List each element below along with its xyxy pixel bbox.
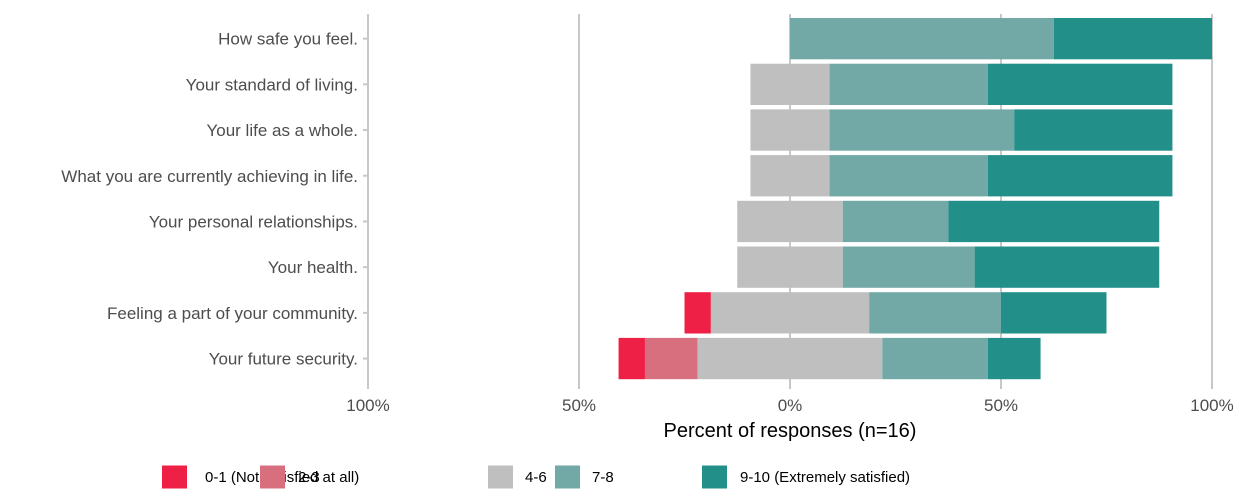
bar-6-7-8	[842, 246, 975, 288]
category-label-3: Your life as a whole.	[206, 121, 358, 140]
bar-8-7-8	[882, 337, 988, 380]
x-axis-ticks: 100% 50% 0% 50% 100%	[346, 384, 1234, 415]
legend-swatch-3	[488, 465, 513, 489]
bar-1-7-8	[790, 18, 1054, 60]
legend-swatch-4	[555, 465, 580, 489]
bar-8-0-1	[618, 337, 645, 380]
bar-2-9-10	[987, 63, 1173, 105]
bar-5-4-6	[737, 200, 843, 243]
category-label-8: Your future security.	[209, 350, 358, 369]
x-axis-title: Percent of responses (n=16)	[664, 420, 917, 442]
bar-1-9-10	[1053, 18, 1212, 60]
bar-2-7-8	[829, 63, 988, 105]
bars	[618, 18, 1212, 380]
bar-6-4-6	[737, 246, 843, 288]
bar-4-7-8	[829, 155, 988, 197]
legend-swatch-2	[260, 465, 285, 489]
bar-8-4-6	[697, 337, 883, 380]
category-label-4: What you are currently achieving in life…	[61, 167, 358, 186]
category-labels: How safe you feel. Your standard of livin…	[61, 30, 368, 369]
bar-4-4-6	[750, 155, 830, 197]
category-label-1: How safe you feel.	[218, 30, 358, 49]
bar-4-9-10	[987, 155, 1173, 197]
bar-7-7-8	[869, 292, 1001, 334]
bar-3-9-10	[1014, 109, 1173, 151]
legend-swatch-5	[702, 465, 727, 489]
legend-swatch-1	[162, 465, 187, 489]
bar-3-4-6	[750, 109, 830, 151]
x-tick-label-0: 100%	[346, 396, 389, 415]
x-tick-label-2: 0%	[778, 396, 803, 415]
bar-5-9-10	[948, 200, 1160, 243]
x-tick-label-3: 50%	[984, 396, 1018, 415]
bar-2-4-6	[750, 63, 830, 105]
legend: 0-1 (Not satisfied at all)2-3 4-6 7-8 9-10 …	[162, 465, 910, 489]
legend-label-2: 2-3	[298, 469, 320, 486]
bar-7-4-6	[710, 292, 870, 334]
legend-label-3: 4-6	[525, 469, 547, 486]
category-label-2: Your standard of living.	[186, 75, 358, 94]
category-label-7: Feeling a part of your community.	[107, 304, 358, 323]
bar-7-0-1	[684, 292, 711, 334]
legend-label-4: 7-8	[592, 469, 614, 486]
bar-7-9-10	[1001, 292, 1107, 334]
x-tick-label-4: 100%	[1190, 396, 1233, 415]
bar-6-9-10	[974, 246, 1160, 288]
legend-label-5: 9-10 (Extremely satisfied)	[740, 469, 910, 486]
bar-3-7-8	[829, 109, 1015, 151]
x-tick-label-1: 50%	[562, 396, 596, 415]
category-label-5: Your personal relationships.	[149, 212, 358, 231]
bar-8-9-10	[987, 337, 1041, 380]
category-label-6: Your health.	[268, 258, 358, 277]
bar-8-2-3	[644, 337, 698, 380]
bar-5-7-8	[842, 200, 949, 243]
